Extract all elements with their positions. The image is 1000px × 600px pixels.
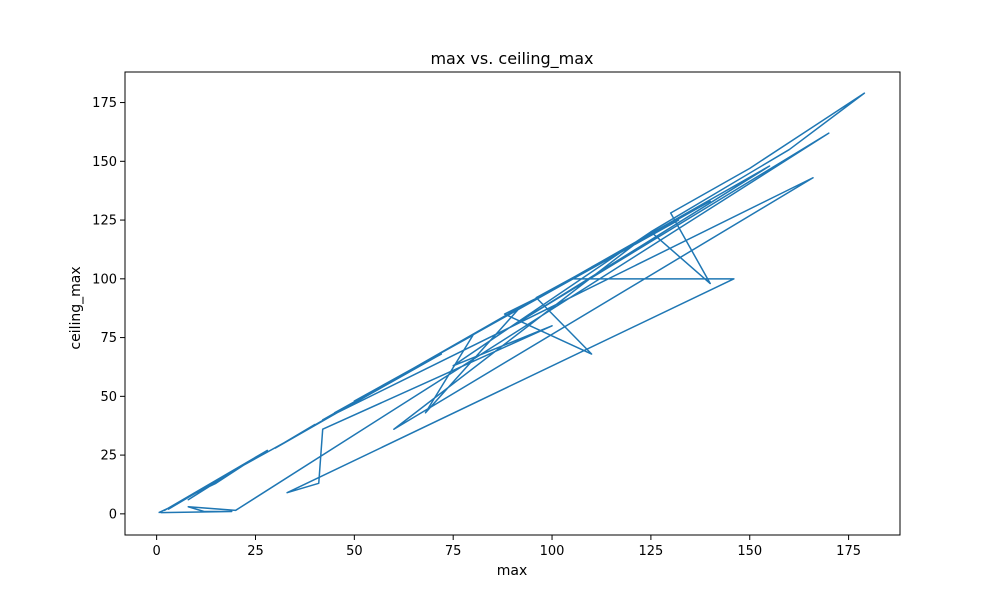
y-tick-label: 125	[92, 214, 117, 229]
x-tick-label: 100	[540, 544, 565, 559]
y-axis-label: ceiling_max	[68, 266, 84, 349]
x-tick-label: 125	[638, 544, 663, 559]
y-tick-label: 175	[92, 96, 117, 111]
y-tick-label: 150	[92, 155, 117, 170]
axes-frame	[124, 71, 901, 536]
axes-layer: 0 25 50 75 100 125 150 175 0 25 50 75 100 125 150 175	[92, 71, 901, 559]
x-tick-label: 175	[836, 544, 861, 559]
y-tick-label: 75	[100, 331, 117, 346]
series-line-0	[158, 92, 866, 514]
y-tick-label: 50	[100, 390, 117, 405]
x-tick-label: 0	[152, 544, 160, 559]
x-tick-label: 150	[737, 544, 762, 559]
x-tick-label: 25	[247, 544, 264, 559]
x-axis-label: max	[497, 563, 528, 579]
x-tick-label: 75	[445, 544, 462, 559]
plot-layer	[158, 92, 866, 514]
y-tick-label: 0	[109, 507, 117, 522]
y-tick-label: 25	[100, 449, 117, 464]
x-tick-label: 50	[346, 544, 363, 559]
chart-title: max vs. ceiling_max	[430, 49, 593, 69]
y-tick-label: 100	[92, 272, 117, 287]
